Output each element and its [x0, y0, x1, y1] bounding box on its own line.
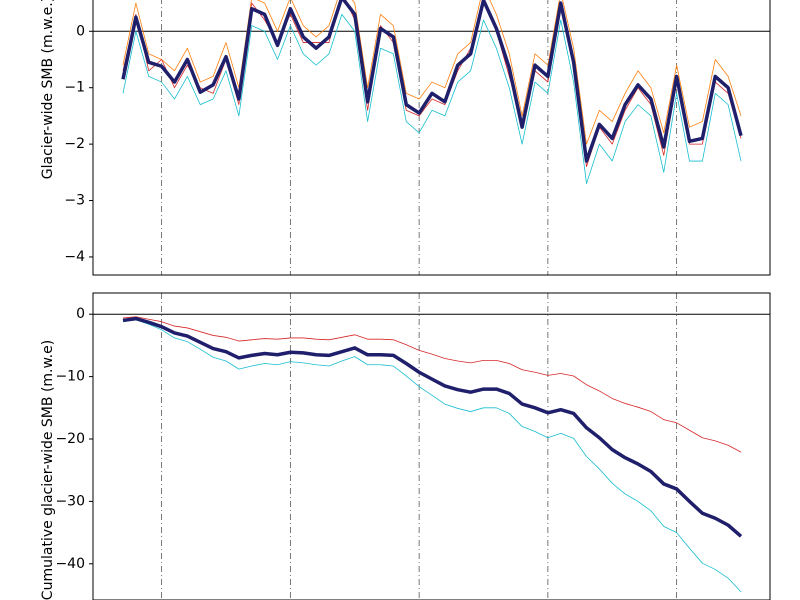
series-line — [122, 316, 743, 538]
y-tick-label: 0 — [76, 23, 85, 39]
y-tick-label: −20 — [55, 431, 85, 447]
series-line — [121, 0, 743, 163]
y-tick-label: −40 — [55, 556, 85, 572]
series-line — [122, 0, 742, 145]
y-tick-label: −3 — [64, 193, 85, 209]
axes-frame — [92, 292, 771, 600]
y-tick-label: −2 — [64, 136, 85, 152]
y-axis-label: Cumulative glacier-wide SMB (m.w.e) — [40, 340, 56, 600]
plot-area — [93, 293, 770, 600]
axes-frame — [92, 0, 771, 276]
y-tick-label: −30 — [55, 493, 85, 509]
series-line — [122, 13, 742, 185]
series-line — [122, 319, 742, 593]
y-tick-label: 0 — [76, 306, 85, 322]
y-tick-label: −10 — [55, 369, 85, 385]
plot-area — [93, 0, 770, 275]
y-tick-label: −1 — [64, 80, 85, 96]
y-axis-label: Glacier-wide SMB (m.w.e.) — [40, 0, 56, 179]
series-line — [122, 316, 742, 453]
y-tick-label: −4 — [64, 249, 85, 265]
